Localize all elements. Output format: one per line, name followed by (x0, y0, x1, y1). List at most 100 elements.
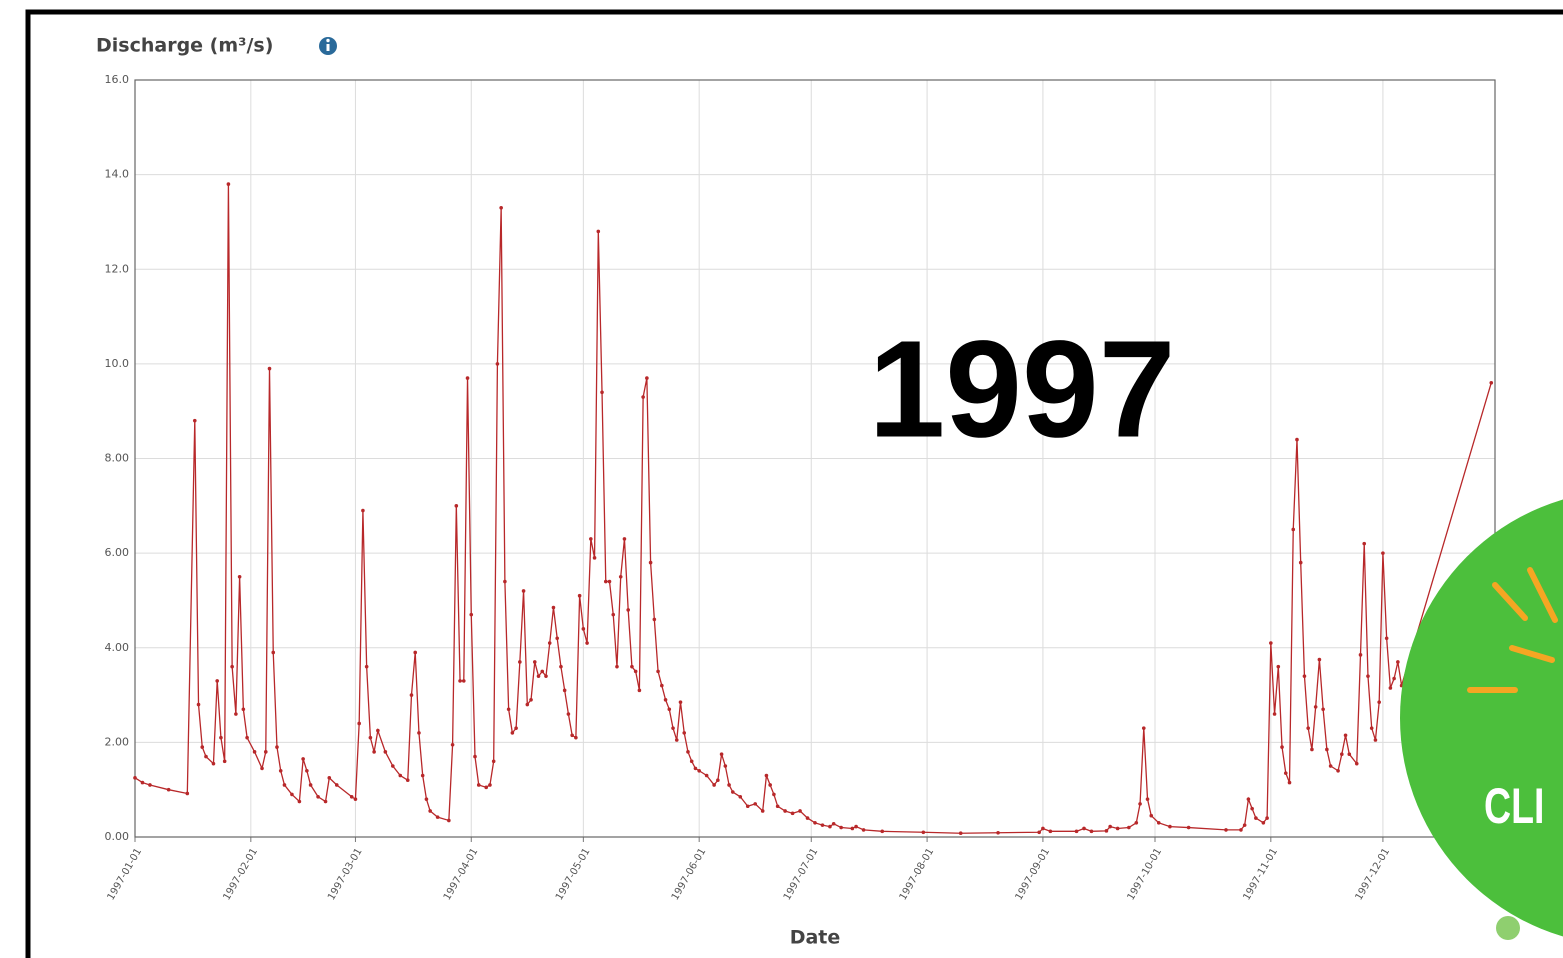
data-point (234, 712, 238, 716)
data-point (547, 641, 552, 645)
data-point (357, 721, 361, 726)
data-point (753, 802, 758, 806)
data-point (435, 815, 440, 819)
data-point (1254, 816, 1258, 820)
logo-ray (1492, 582, 1528, 621)
data-point (600, 390, 604, 395)
data-point (1261, 821, 1266, 825)
data-point (405, 778, 410, 783)
data-point (301, 757, 305, 761)
data-point (854, 824, 858, 829)
data-point (529, 697, 533, 702)
data-point (204, 754, 208, 759)
data-point (368, 735, 373, 740)
chart-title: Discharge (m³/s) (96, 35, 273, 57)
data-point (1396, 660, 1400, 664)
data-point (656, 669, 660, 674)
data-point (1145, 797, 1150, 801)
y-tick-label: 2.00 (105, 735, 130, 748)
data-point (260, 766, 264, 771)
info-icon[interactable] (319, 37, 337, 55)
y-tick-label: 14.0 (105, 168, 130, 181)
data-point (417, 731, 421, 735)
data-point (185, 791, 190, 796)
data-point (1313, 705, 1318, 709)
data-point (1104, 829, 1109, 833)
data-point (308, 783, 313, 787)
data-point (671, 726, 675, 730)
data-point (712, 783, 716, 787)
data-point (226, 182, 231, 186)
data-point (514, 726, 518, 730)
data-point (305, 768, 309, 773)
data-point (1377, 700, 1381, 704)
data-point (1392, 676, 1396, 681)
data-point (521, 589, 526, 593)
data-point (577, 593, 582, 598)
data-point (1336, 768, 1340, 773)
data-point (716, 778, 720, 783)
data-point (491, 759, 496, 764)
data-point (349, 794, 354, 799)
data-point (1041, 826, 1045, 831)
logo-rays (1467, 567, 1558, 693)
data-point (525, 702, 530, 707)
data-point (615, 664, 619, 669)
data-point (140, 780, 145, 785)
logo-circle (1400, 499, 1563, 937)
y-tick-label: 10.0 (105, 357, 130, 370)
data-point (1141, 726, 1146, 730)
data-point (219, 735, 223, 740)
data-point (1325, 747, 1329, 752)
y-tick-label: 12.0 (105, 262, 130, 275)
data-point (1388, 686, 1393, 690)
data-point (263, 750, 268, 754)
data-point (775, 804, 780, 809)
data-point (645, 376, 649, 380)
data-point (611, 612, 616, 617)
data-point (518, 660, 522, 664)
data-point (461, 679, 466, 683)
data-point (783, 809, 787, 813)
data-point (503, 579, 507, 584)
data-point (1362, 541, 1367, 546)
data-point (682, 731, 687, 735)
data-point (473, 754, 477, 759)
data-point (391, 764, 395, 768)
data-point (1283, 771, 1288, 775)
data-point (1048, 829, 1053, 834)
data-point (241, 707, 246, 712)
data-point (622, 537, 627, 541)
data-point (484, 785, 489, 790)
data-point (376, 728, 380, 733)
data-point (424, 797, 429, 801)
logo-ray (1527, 567, 1558, 623)
data-point (148, 783, 152, 787)
data-point (372, 750, 376, 754)
data-point (413, 650, 418, 655)
data-point (607, 579, 612, 584)
data-point (1328, 764, 1333, 768)
data-point (630, 664, 634, 669)
data-point (290, 792, 294, 797)
data-point (719, 752, 724, 757)
data-point (133, 776, 137, 780)
data-point (222, 759, 227, 764)
data-point (1291, 527, 1296, 532)
data-point (768, 783, 772, 787)
data-point (760, 809, 765, 813)
data-point (1265, 816, 1269, 820)
data-point (1246, 797, 1251, 801)
data-point (790, 811, 795, 816)
data-point (282, 783, 287, 787)
info-icon-stem (326, 44, 330, 51)
data-point (652, 617, 657, 622)
data-point (618, 574, 623, 579)
data-point (581, 627, 586, 631)
data-point (245, 735, 249, 740)
logo-text: CLI (1484, 779, 1544, 834)
data-point (476, 783, 481, 787)
data-point (1186, 825, 1191, 830)
data-point (1358, 653, 1363, 657)
